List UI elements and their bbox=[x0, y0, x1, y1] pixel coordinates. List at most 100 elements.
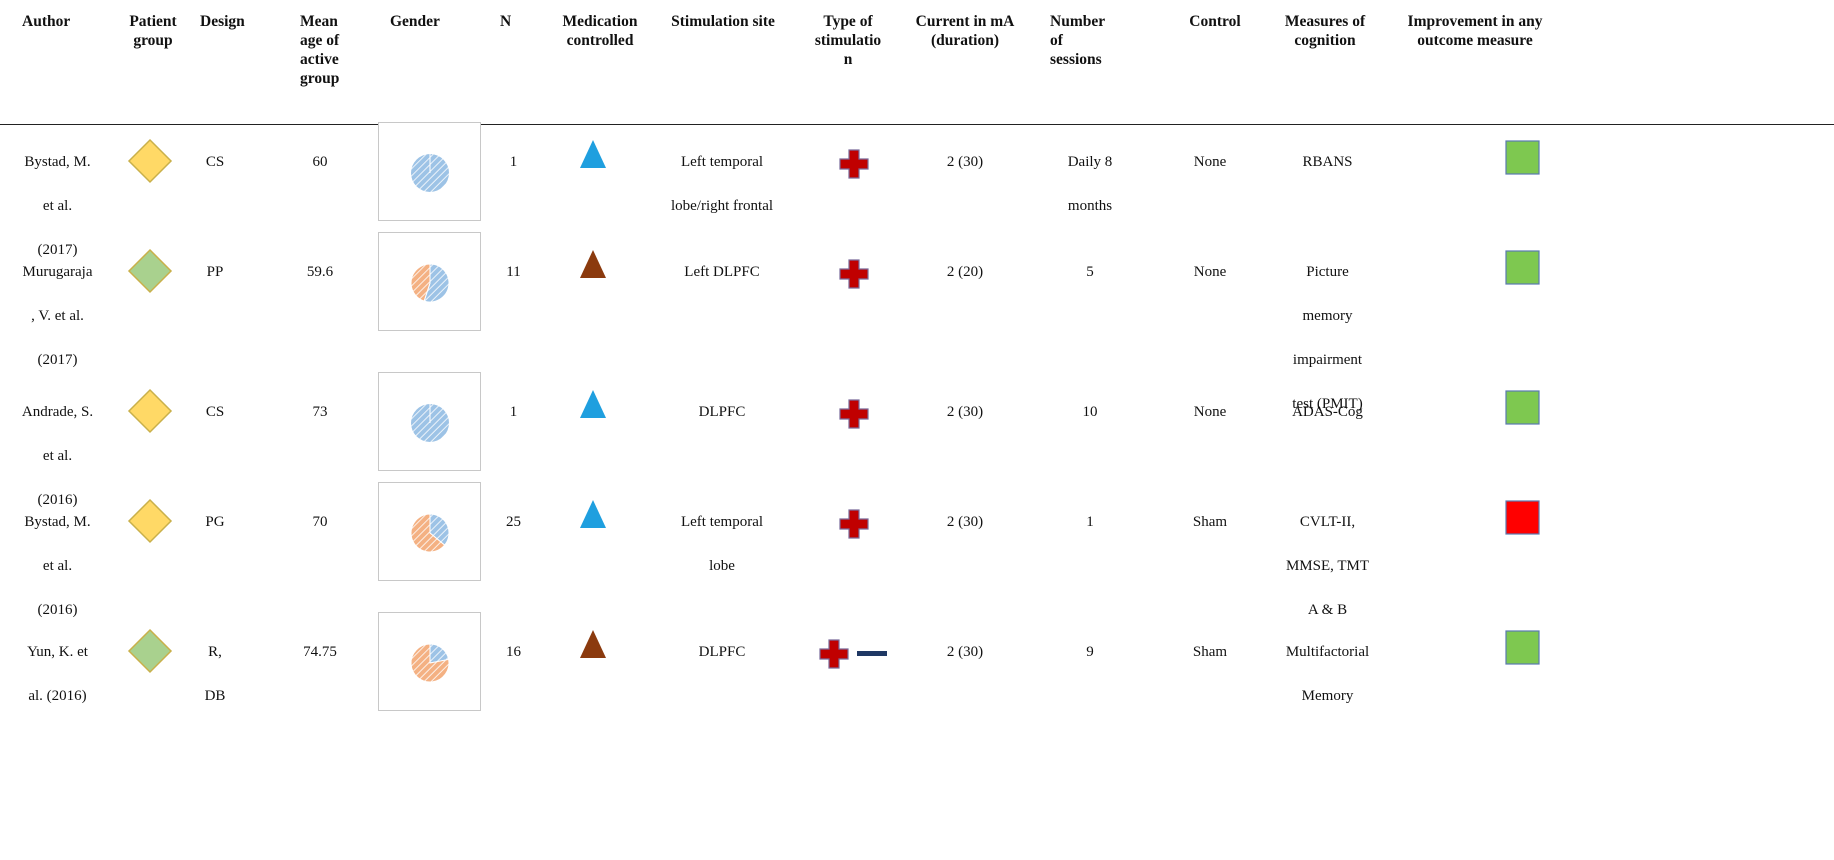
line: Andrade, S. bbox=[21, 404, 94, 420]
header-gender: Gender bbox=[390, 13, 440, 30]
sessions-cell: 9 bbox=[1045, 630, 1135, 674]
line: impairment bbox=[1292, 352, 1363, 368]
sessions-cell: 1 bbox=[1045, 500, 1135, 544]
gender-pie-chart bbox=[378, 372, 481, 471]
medication-triangle-icon bbox=[580, 140, 606, 168]
header-author: Author bbox=[22, 13, 71, 30]
line: Left temporal bbox=[680, 514, 764, 530]
line: Type of bbox=[823, 13, 873, 30]
line: Bystad, M. bbox=[24, 154, 91, 170]
stimulation-site-cell: DLPFC bbox=[652, 630, 792, 674]
design-cell: CS bbox=[190, 140, 240, 184]
header-mean-age: Mean age of active group bbox=[300, 12, 360, 88]
control-cell: Sham bbox=[1192, 644, 1228, 660]
line: Multifactorial bbox=[1285, 644, 1370, 660]
patient-group-diamond-icon bbox=[127, 138, 173, 184]
mean-age-cell: 74.75 bbox=[303, 644, 337, 660]
line: Medication bbox=[562, 13, 638, 30]
design-cell: CS bbox=[190, 390, 240, 434]
line: 1 bbox=[1086, 514, 1094, 530]
mean-age-cell: 70 bbox=[312, 514, 328, 530]
patient-group-diamond-icon bbox=[127, 248, 173, 294]
design-cell: R, DB bbox=[190, 630, 240, 718]
header-current: Current in mA (duration) bbox=[905, 12, 1025, 50]
line: stimulatio bbox=[814, 32, 882, 49]
sessions-cell: Daily 8 months bbox=[1045, 140, 1135, 228]
header-rule bbox=[0, 124, 1834, 125]
author-cell: Andrade, S. et al. (2016) bbox=[20, 390, 95, 522]
line: (2016) bbox=[37, 492, 78, 508]
current-cell: 2 (30) bbox=[946, 644, 984, 660]
line: , V. et al. bbox=[31, 308, 84, 324]
measures-cell: CVLT-II, MMSE, TMT A & B bbox=[1270, 500, 1385, 632]
author-cell: Bystad, M. et al. (2016) bbox=[20, 500, 95, 632]
author-cell: Murugaraja , V. et al. (2017) bbox=[20, 250, 95, 382]
patient-group-diamond-icon bbox=[127, 388, 173, 434]
line: n bbox=[843, 51, 853, 68]
line: (duration) bbox=[930, 32, 1000, 49]
line: ADAS-Cog bbox=[1292, 404, 1363, 420]
line: 5 bbox=[1086, 264, 1094, 280]
patient-group-diamond-icon bbox=[127, 628, 173, 674]
line: controlled bbox=[566, 32, 634, 49]
line: Murugaraja bbox=[22, 264, 93, 280]
header-measures: Measures of cognition bbox=[1270, 12, 1380, 50]
n-cell: 1 bbox=[509, 404, 518, 420]
line: DLPFC bbox=[698, 404, 746, 420]
improvement-square-icon bbox=[1505, 500, 1540, 535]
line: test (PMIT) bbox=[1292, 396, 1363, 412]
line: Number bbox=[1050, 13, 1106, 30]
line: lobe bbox=[709, 558, 735, 574]
gender-pie-chart bbox=[378, 122, 481, 221]
header-n: N bbox=[500, 13, 512, 30]
measures-cell: Picture memory impairment test (PMIT) bbox=[1270, 250, 1385, 426]
male-slice bbox=[429, 513, 450, 546]
line: et al. bbox=[42, 448, 73, 464]
line: lobe/right frontal bbox=[670, 198, 774, 214]
line: 9 bbox=[1086, 644, 1094, 660]
female-slice bbox=[410, 263, 431, 302]
control-cell: None bbox=[1193, 404, 1227, 420]
line: Left DLPFC bbox=[684, 264, 760, 280]
current-cell: 2 (30) bbox=[946, 514, 984, 530]
current-cell: 2 (30) bbox=[946, 404, 984, 420]
gender-pie-chart bbox=[378, 232, 481, 331]
female-slice bbox=[410, 513, 446, 553]
line: PG bbox=[205, 514, 225, 530]
line: age of bbox=[300, 32, 340, 49]
current-cell: 2 (30) bbox=[946, 154, 984, 170]
gender-pie-chart bbox=[378, 612, 481, 711]
improvement-square-icon bbox=[1505, 630, 1540, 665]
plus-icon bbox=[839, 399, 869, 429]
control-cell: None bbox=[1193, 264, 1227, 280]
line: et al. bbox=[42, 558, 73, 574]
improvement-square-icon bbox=[1505, 390, 1540, 425]
patient-group-diamond-icon bbox=[127, 498, 173, 544]
sessions-cell: 10 bbox=[1045, 390, 1135, 434]
line: A & B bbox=[1307, 602, 1348, 618]
control-cell: None bbox=[1193, 154, 1227, 170]
line: 10 bbox=[1082, 404, 1098, 420]
line: Patient bbox=[129, 13, 177, 30]
line: (2016) bbox=[37, 602, 78, 618]
line: Current in mA bbox=[915, 13, 1015, 30]
author-cell: Bystad, M. et al. (2017) bbox=[20, 140, 95, 272]
line: RBANS bbox=[1302, 154, 1353, 170]
mean-age-cell: 60 bbox=[312, 154, 328, 170]
line: Daily 8 bbox=[1067, 154, 1113, 170]
line: outcome measure bbox=[1417, 32, 1533, 49]
line: Yun, K. et bbox=[27, 644, 88, 660]
stimulation-site-cell: Left DLPFC bbox=[652, 250, 792, 294]
n-cell: 25 bbox=[506, 514, 521, 530]
line: Left temporal bbox=[680, 154, 764, 170]
author-cell: Yun, K. et al. (2016) bbox=[20, 630, 95, 718]
current-cell: 2 (20) bbox=[946, 264, 984, 280]
line: CS bbox=[205, 154, 225, 170]
header-site: Stimulation site bbox=[671, 13, 775, 30]
header-control: Control bbox=[1189, 13, 1241, 30]
header-patient-group: Patient group bbox=[122, 12, 184, 50]
minus-icon bbox=[857, 651, 887, 656]
header-sessions: Number of sessions bbox=[1050, 12, 1140, 69]
measures-cell: Multifactorial Memory bbox=[1270, 630, 1385, 718]
header-design: Design bbox=[200, 13, 245, 30]
